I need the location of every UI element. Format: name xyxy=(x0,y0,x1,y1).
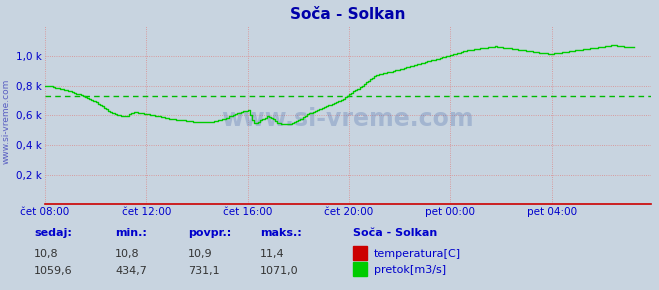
Text: 11,4: 11,4 xyxy=(260,249,285,259)
Text: pretok[m3/s]: pretok[m3/s] xyxy=(374,265,445,275)
Text: 10,8: 10,8 xyxy=(34,249,59,259)
Text: maks.:: maks.: xyxy=(260,228,302,238)
Text: 10,8: 10,8 xyxy=(115,249,140,259)
Title: Soča - Solkan: Soča - Solkan xyxy=(290,7,406,22)
Text: 731,1: 731,1 xyxy=(188,266,219,276)
Text: povpr.:: povpr.: xyxy=(188,228,231,238)
Text: www.si-vreme.com: www.si-vreme.com xyxy=(221,107,474,131)
Text: temperatura[C]: temperatura[C] xyxy=(374,249,461,259)
Text: 1071,0: 1071,0 xyxy=(260,266,299,276)
Text: 434,7: 434,7 xyxy=(115,266,147,276)
Text: min.:: min.: xyxy=(115,228,147,238)
Text: Soča - Solkan: Soča - Solkan xyxy=(353,228,437,238)
Text: 1059,6: 1059,6 xyxy=(34,266,73,276)
Text: 10,9: 10,9 xyxy=(188,249,212,259)
Text: www.si-vreme.com: www.si-vreme.com xyxy=(2,79,11,164)
Text: sedaj:: sedaj: xyxy=(34,228,72,238)
